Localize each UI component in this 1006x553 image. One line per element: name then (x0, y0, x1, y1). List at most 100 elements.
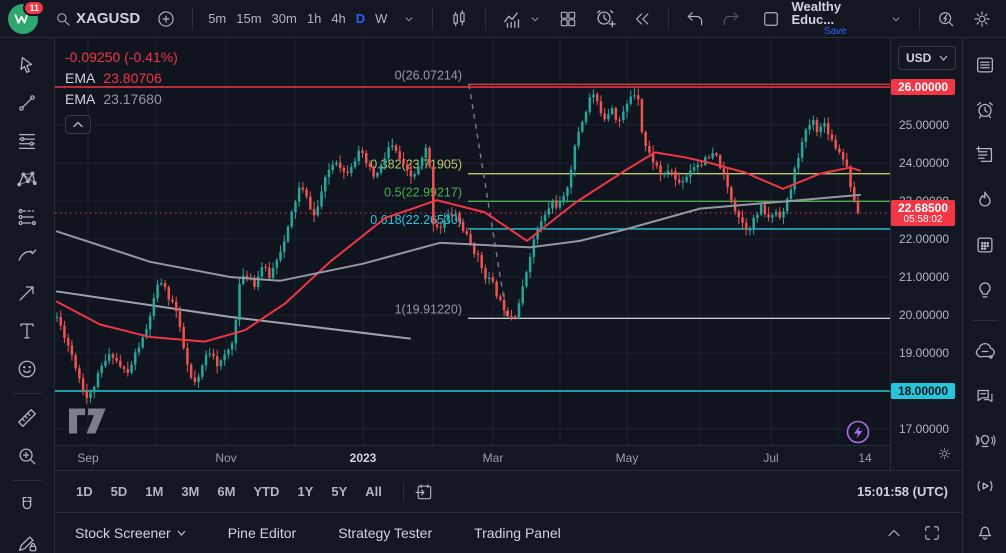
streams-icon (974, 475, 996, 497)
undo-button[interactable] (679, 5, 711, 33)
fib-level-label: 0(26.07214) (395, 68, 462, 82)
tool-text-icon[interactable] (8, 312, 46, 350)
grid-layout-button[interactable] (552, 5, 584, 33)
widget-notifications-icon[interactable] (968, 514, 1002, 548)
legend-collapse-button[interactable] (65, 115, 91, 134)
layout-select-button[interactable] (755, 5, 787, 33)
chart-pane[interactable]: 0(26.07214)0.382(23.71905)0.5(22.99217)0… (55, 38, 890, 445)
range-1m[interactable]: 1M (138, 480, 170, 503)
tool-cursor-icon[interactable] (8, 46, 46, 84)
tool-brush-icon[interactable] (8, 236, 46, 274)
timeframe-5m[interactable]: 5m (203, 7, 231, 30)
price-tick-label: 19.00000 (899, 346, 949, 360)
indicator-legend-row[interactable]: EMA 23.17680 (65, 88, 178, 109)
timeframe-15m[interactable]: 15m (231, 7, 266, 30)
time-axis[interactable]: SepNov2023MarMayJul14 (55, 445, 890, 470)
widget-conversations-icon[interactable] (968, 379, 1002, 413)
tool-xabcd-pattern-icon[interactable] (8, 160, 46, 198)
tool-fib-retracement-icon[interactable] (8, 122, 46, 160)
boost-lightning-marker[interactable] (848, 422, 869, 443)
alert-clock-plus-icon (594, 8, 616, 30)
symbol-search-button[interactable]: XAGUSD (48, 6, 146, 32)
indicator-legend-row[interactable]: EMA 23.80706 (65, 67, 178, 88)
widget-alerts-icon[interactable] (968, 93, 1002, 127)
tool-emoji-icon[interactable] (8, 350, 46, 388)
plus-circle-icon (156, 9, 176, 29)
timeframe-d[interactable]: D (351, 7, 370, 30)
timeframe-w[interactable]: W (370, 7, 392, 30)
widget-ideas-icon[interactable] (968, 273, 1002, 307)
expand-panel-icon[interactable] (884, 523, 904, 543)
timeframe-menu-button[interactable] (396, 8, 422, 30)
chevron-down-icon (402, 12, 416, 26)
widget-hotlists-icon[interactable] (968, 183, 1002, 217)
watchlist-icon (974, 54, 996, 76)
axis-settings-gear-icon[interactable] (937, 446, 952, 464)
layout-name: Wealthy Educ... (791, 0, 879, 27)
tool-magnet-icon[interactable] (8, 486, 46, 524)
tab-stock-screener[interactable]: Stock Screener (75, 525, 186, 541)
save-layout-link[interactable]: Save (824, 27, 847, 38)
range-ytd[interactable]: YTD (246, 480, 286, 503)
quick-search-button[interactable] (930, 5, 962, 33)
ema-line[interactable] (57, 195, 860, 281)
tool-forecast-icon[interactable] (8, 198, 46, 236)
tab-pine-editor[interactable]: Pine Editor (228, 525, 296, 541)
chart-settings-button[interactable] (966, 5, 998, 33)
compare-symbol-button[interactable] (150, 5, 182, 33)
current-price-badge[interactable]: 22.6850005:58:02 (891, 200, 955, 226)
price-tick-label: 24.00000 (899, 156, 949, 170)
tab-label: Strategy Tester (338, 525, 432, 541)
indicators-button[interactable] (496, 4, 548, 34)
price-tick-label: 25.00000 (899, 118, 949, 132)
widget-calendar-icon[interactable] (968, 228, 1002, 262)
widget-chat-icon[interactable] (968, 334, 1002, 368)
hotlists-icon (974, 189, 996, 211)
tool-zoom-in-icon[interactable] (8, 437, 46, 475)
redo-button[interactable] (715, 5, 747, 33)
timeframe-30m[interactable]: 30m (267, 7, 302, 30)
panel-divider (972, 320, 998, 321)
price-chart[interactable]: 0(26.07214)0.382(23.71905)0.5(22.99217)0… (55, 38, 890, 445)
tab-trading-panel[interactable]: Trading Panel (474, 525, 561, 541)
fullscreen-icon[interactable] (922, 523, 942, 543)
tool-arrow-marker-icon[interactable] (8, 274, 46, 312)
widget-notes-icon[interactable] (968, 138, 1002, 172)
range-5d[interactable]: 5D (104, 480, 135, 503)
create-alert-button[interactable] (588, 4, 622, 34)
tab-label: Pine Editor (228, 525, 296, 541)
user-avatar[interactable]: 11 (8, 4, 38, 34)
range-3m[interactable]: 3M (174, 480, 206, 503)
live-ideas-icon (974, 430, 996, 452)
price-axis[interactable]: USD 25.0000024.0000023.0000022.0000021.0… (890, 38, 962, 470)
range-all[interactable]: All (358, 480, 389, 503)
layout-name-button[interactable]: Wealthy Educ... Save (791, 0, 879, 37)
widget-live-ideas-icon[interactable] (968, 424, 1002, 458)
widget-streams-icon[interactable] (968, 469, 1002, 503)
bar-replay-button[interactable] (626, 5, 658, 33)
tool-drawing-lock-icon[interactable] (8, 524, 46, 553)
price-level-badge[interactable]: 18.00000 (891, 383, 955, 399)
currency-label: USD (906, 51, 931, 65)
timeframe-1h[interactable]: 1h (302, 7, 326, 30)
range-buttons: 1D5D1M3M6MYTD1Y5YAll (69, 480, 393, 503)
currency-toggle-button[interactable]: USD (898, 46, 956, 70)
chart-style-button[interactable] (443, 5, 475, 33)
price-level-badge[interactable]: 26.00000 (891, 79, 955, 95)
go-to-date-icon[interactable] (414, 482, 434, 502)
toolbar-separator (668, 8, 669, 30)
toolbar-separator (485, 8, 486, 30)
clock-utc[interactable]: 15:01:58 (UTC) (857, 484, 948, 499)
tool-ruler-icon[interactable] (8, 399, 46, 437)
timeframe-4h[interactable]: 4h (326, 7, 350, 30)
range-6m[interactable]: 6M (210, 480, 242, 503)
range-1d[interactable]: 1D (69, 480, 100, 503)
range-1y[interactable]: 1Y (290, 480, 320, 503)
notification-count-badge: 11 (23, 0, 45, 16)
tab-strategy-tester[interactable]: Strategy Tester (338, 525, 432, 541)
layout-menu-button[interactable] (883, 8, 909, 30)
tool-trend-line-icon[interactable] (8, 84, 46, 122)
range-5y[interactable]: 5Y (324, 480, 354, 503)
widget-watchlist-icon[interactable] (968, 48, 1002, 82)
gear-icon (972, 9, 992, 29)
